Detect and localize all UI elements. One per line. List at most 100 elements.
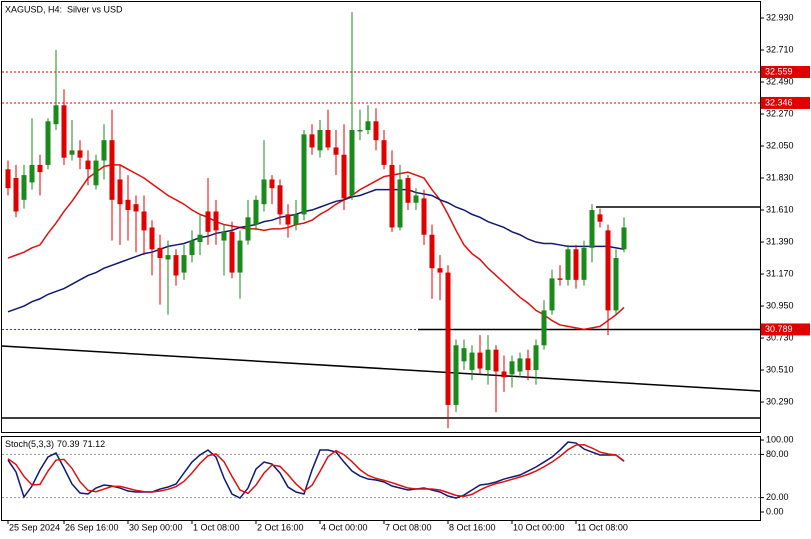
x-tick-label: 30 Sep 00:00 bbox=[129, 522, 183, 532]
candle-body bbox=[21, 175, 27, 200]
candle-body bbox=[357, 130, 363, 132]
candle-body bbox=[325, 130, 331, 148]
y-tick-label: 32.490 bbox=[766, 76, 794, 86]
candle-body bbox=[373, 121, 379, 141]
level-box bbox=[761, 323, 810, 336]
candle-body bbox=[61, 105, 67, 158]
candle-body bbox=[605, 230, 611, 311]
level-box bbox=[761, 65, 810, 78]
candle-body bbox=[501, 371, 507, 378]
osc-tick-label: 100.00 bbox=[766, 434, 794, 444]
candle-body bbox=[493, 349, 499, 372]
candle-body bbox=[165, 255, 171, 260]
x-tick-label: 2 Oct 16:00 bbox=[257, 522, 304, 532]
candle-body bbox=[245, 217, 251, 241]
candle-body bbox=[157, 247, 163, 259]
main-panel bbox=[1, 1, 761, 433]
level-label: 30.789 bbox=[765, 324, 793, 334]
candle-body bbox=[229, 231, 235, 273]
candle-body bbox=[549, 278, 555, 311]
candle-body bbox=[413, 195, 419, 203]
candle-body bbox=[269, 179, 275, 189]
candle-body bbox=[173, 255, 179, 276]
candle-body bbox=[389, 164, 395, 228]
y-tick-label: 31.830 bbox=[766, 172, 794, 182]
chart-title: XAGUSD, H4: Silver vs USD bbox=[5, 4, 123, 14]
y-tick-label: 32.710 bbox=[766, 44, 794, 54]
candle-body bbox=[317, 130, 323, 151]
candle-body bbox=[189, 240, 195, 256]
candle-body bbox=[181, 255, 187, 273]
candle-body bbox=[69, 150, 75, 155]
osc-value: 71.12 bbox=[83, 439, 106, 449]
candle-body bbox=[5, 169, 11, 189]
candle-body bbox=[469, 352, 475, 371]
level-label: 32.346 bbox=[765, 97, 793, 107]
candle-body bbox=[349, 130, 355, 196]
candle-body bbox=[405, 178, 411, 203]
y-tick-label: 32.930 bbox=[766, 12, 794, 22]
y-tick-label: 30.290 bbox=[766, 396, 794, 406]
candle-body bbox=[333, 147, 339, 155]
y-tick-label: 32.270 bbox=[766, 108, 794, 118]
candle-body bbox=[93, 160, 99, 186]
osc-label: Stoch(5,3,3) 70.39 71.12 bbox=[5, 439, 105, 449]
candle-body bbox=[285, 214, 291, 225]
candle-body bbox=[293, 214, 299, 225]
candle-body bbox=[445, 272, 451, 405]
candle-body bbox=[597, 214, 603, 222]
candle-body bbox=[533, 345, 539, 371]
osc-value: 70.39 bbox=[57, 439, 80, 449]
moving-average bbox=[7, 188, 625, 313]
candle-body bbox=[301, 134, 307, 215]
candle-body bbox=[365, 121, 371, 131]
y-tick-label: 31.610 bbox=[766, 204, 794, 214]
x-tick-label: 10 Oct 00:00 bbox=[513, 522, 565, 532]
candle-body bbox=[29, 164, 35, 183]
candle-body bbox=[149, 227, 155, 250]
candle-body bbox=[253, 199, 259, 225]
candle-body bbox=[85, 160, 91, 170]
candle-body bbox=[205, 211, 211, 232]
y-tick-label: 30.950 bbox=[766, 300, 794, 310]
candle-body bbox=[37, 164, 43, 173]
x-tick-label: 4 Oct 00:00 bbox=[321, 522, 368, 532]
candle-body bbox=[429, 234, 435, 269]
candle-body bbox=[53, 105, 59, 125]
y-tick-label: 30.510 bbox=[766, 364, 794, 374]
candle-body bbox=[341, 154, 347, 199]
trend-line bbox=[1, 345, 761, 392]
candle-body bbox=[277, 185, 283, 215]
candle-body bbox=[421, 198, 427, 235]
y-tick-label: 30.730 bbox=[766, 332, 794, 342]
candle-body bbox=[437, 268, 443, 273]
candle-body bbox=[517, 358, 523, 372]
osc-tick-label: 20.00 bbox=[766, 492, 789, 502]
candle-body bbox=[461, 348, 467, 362]
osc-line bbox=[7, 443, 625, 498]
candle-body bbox=[309, 134, 315, 148]
candle-body bbox=[261, 179, 267, 205]
x-tick-label: 25 Sep 2024 bbox=[9, 522, 60, 532]
candle-body bbox=[117, 179, 123, 205]
osc-name: Stoch(5,3,3) bbox=[5, 439, 54, 449]
candle-body bbox=[565, 249, 571, 280]
candle-body bbox=[621, 227, 627, 250]
level-label: 32.559 bbox=[765, 66, 793, 76]
candle-body bbox=[525, 358, 531, 371]
y-tick-label: 32.050 bbox=[766, 140, 794, 150]
stoch-panel bbox=[1, 436, 761, 521]
level-box bbox=[761, 96, 810, 109]
candle-body bbox=[213, 211, 219, 231]
candle-body bbox=[613, 258, 619, 311]
candle-body bbox=[573, 249, 579, 280]
candle-body bbox=[453, 345, 459, 405]
candle-body bbox=[477, 352, 483, 369]
candle-body bbox=[381, 140, 387, 165]
osc-tick-label: 80.00 bbox=[766, 449, 789, 459]
candle-body bbox=[541, 310, 547, 346]
candle-body bbox=[141, 211, 147, 231]
x-tick-label: 26 Sep 16:00 bbox=[65, 522, 119, 532]
y-tick-label: 31.170 bbox=[766, 268, 794, 278]
